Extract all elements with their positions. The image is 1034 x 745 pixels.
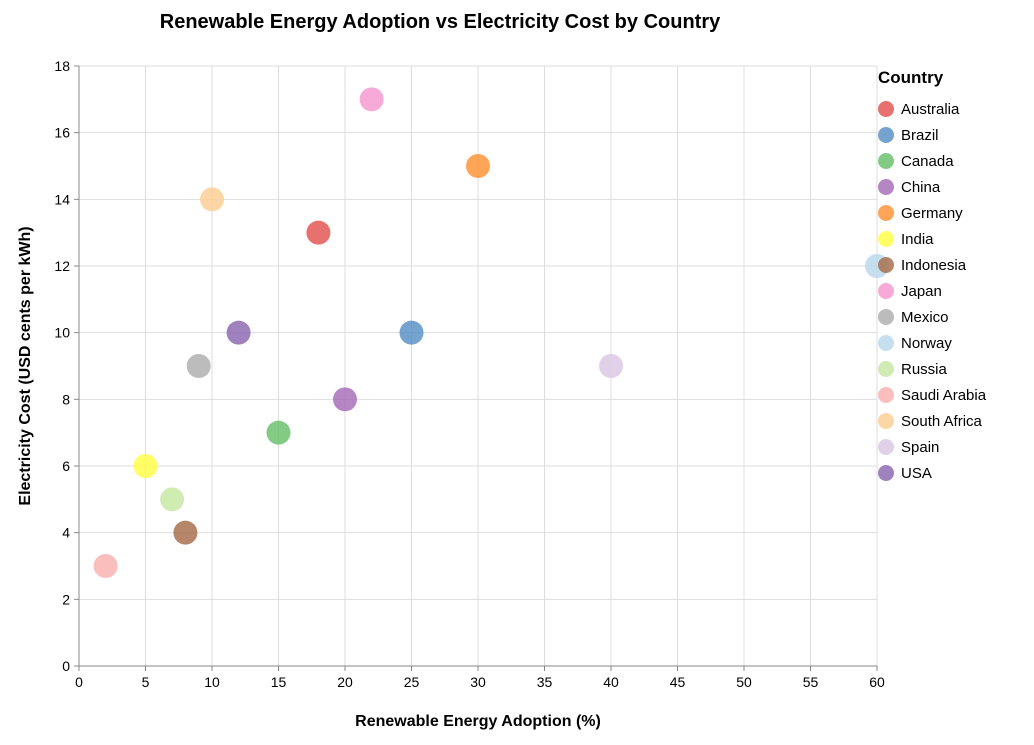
legend-symbol-canada [878,153,894,169]
x-tick-label: 50 [736,674,752,690]
x-tick-label: 25 [404,674,420,690]
legend-label-south-africa: South Africa [901,413,983,430]
data-points [93,87,889,578]
point-mexico [186,354,211,378]
legend-symbol-germany [878,205,894,221]
legend-label-usa: USA [901,465,932,482]
legend-label-canada: Canada [901,153,954,170]
legend-symbol-china [878,179,894,195]
x-tick-label: 5 [142,674,150,690]
point-usa [226,320,251,345]
point-india [133,454,158,478]
point-australia [306,220,331,245]
legend-symbol-japan [878,283,894,299]
x-tick-label: 40 [603,674,619,690]
point-germany [466,154,490,178]
legend-symbol-norway [878,335,894,351]
y-tick-label: 8 [62,391,70,407]
legend-symbol-mexico [878,309,894,325]
point-japan [359,87,384,112]
legend-symbol-india [878,231,894,247]
legend-label-japan: Japan [901,283,942,300]
legend-label-indonesia: Indonesia [901,257,967,274]
x-tick-label: 0 [75,674,83,690]
x-tick-label: 15 [271,674,287,690]
x-axis-title: Renewable Energy Adoption (%) [355,713,601,730]
legend-label-china: China [901,179,941,196]
point-brazil [399,320,424,345]
x-tick-label: 35 [537,674,553,690]
x-tick-label: 60 [869,674,885,690]
legend-label-norway: Norway [901,335,952,352]
legend-symbol-indonesia [878,257,894,273]
axes: 0 5 10 15 20 25 30 35 40 45 50 55 60 0 2 4 6 8 10 12 14 16 18 [54,58,885,690]
legend-symbol-spain [878,439,894,455]
y-tick-label: 16 [54,125,70,141]
y-tick-label: 18 [54,58,70,74]
legend-symbol-saudi-arabia [878,387,894,403]
legend-symbol-australia [878,101,894,117]
legend-title: Country [878,68,944,87]
y-tick-label: 6 [62,458,70,474]
y-tick-label: 14 [54,191,70,207]
legend-label-spain: Spain [901,439,939,456]
x-tick-label: 45 [670,674,686,690]
x-tick-label: 20 [337,674,353,690]
point-russia [160,487,185,512]
legend-label-india: India [901,231,934,248]
legend-symbol-usa [878,465,894,481]
y-tick-label: 10 [54,325,70,341]
y-tick-label: 0 [62,658,70,674]
legend-label-germany: Germany [901,205,963,222]
point-canada [266,420,291,445]
y-axis-title: Electricity Cost (USD cents per kWh) [17,226,34,505]
point-indonesia [173,520,198,545]
legend-label-australia: Australia [901,101,960,118]
y-tick-label: 12 [54,258,70,274]
y-tick-label: 4 [62,525,70,541]
point-china [333,387,357,412]
legend-label-saudi-arabia: Saudi Arabia [901,387,987,404]
legend: Country Australia Brazil Canada China German… [878,68,987,482]
x-tick-label: 30 [470,674,486,690]
legend-symbol-brazil [878,127,894,143]
point-south-africa [200,187,224,212]
chart-title: Renewable Energy Adoption vs Electricity… [160,11,721,33]
x-tick-label: 10 [204,674,220,690]
legend-symbol-south-africa [878,413,894,429]
x-tick-label: 55 [803,674,819,690]
legend-label-brazil: Brazil [901,127,939,144]
y-tick-label: 2 [62,591,70,607]
legend-label-russia: Russia [901,361,948,378]
legend-label-mexico: Mexico [901,309,949,326]
point-spain [599,354,623,378]
legend-symbol-russia [878,361,894,377]
point-saudi-arabia [93,554,118,578]
